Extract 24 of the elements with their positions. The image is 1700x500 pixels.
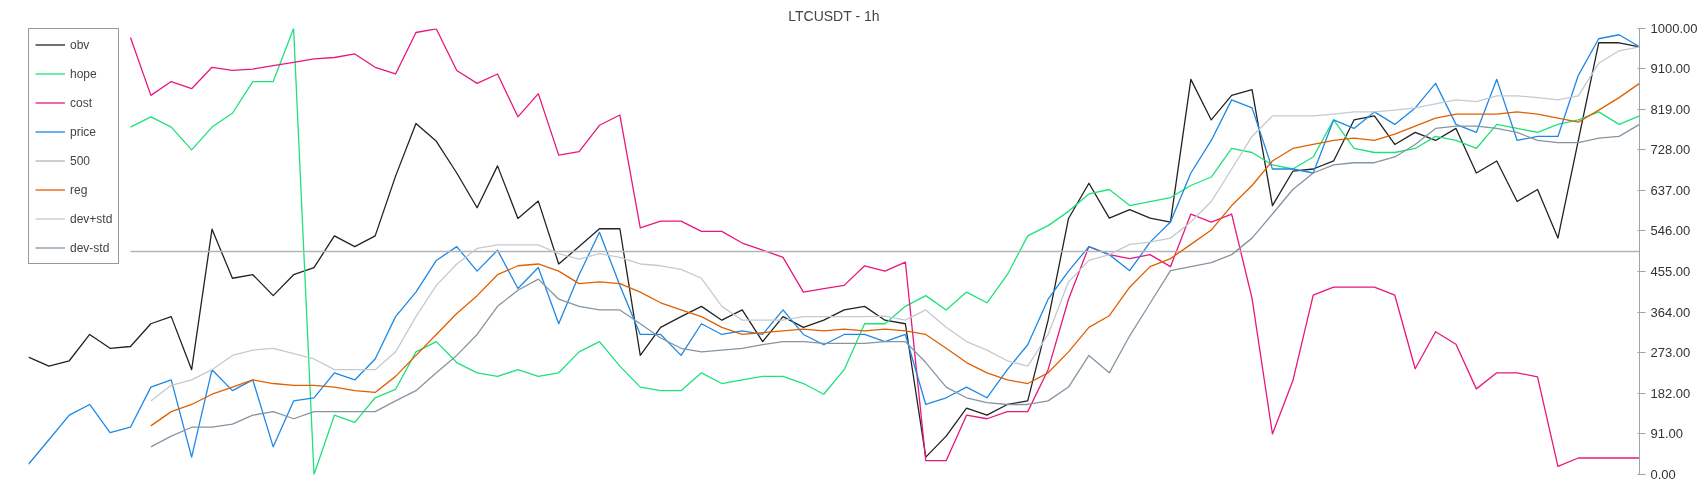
y-tick-label: 546.00	[1650, 223, 1691, 239]
y-tick-label: 1000.00	[1650, 21, 1698, 36]
y-tick-label: 910.00	[1650, 61, 1691, 77]
y-tick-label: 728.00	[1650, 142, 1691, 158]
legend-label: obv	[70, 36, 90, 54]
legend-label: dev+std	[70, 210, 113, 228]
y-tick-label: 273.00	[1650, 345, 1691, 361]
legend-label: cost	[70, 94, 93, 112]
y-tick-label: 637.00	[1650, 182, 1691, 198]
legend-label: hope	[70, 65, 97, 83]
line-series	[150, 82, 1640, 427]
line-series	[150, 46, 1640, 402]
line-series	[150, 123, 1640, 448]
legend-label: 500	[70, 152, 91, 170]
y-tick-label: 364.00	[1650, 304, 1691, 320]
y-tick-label: 91.00	[1650, 426, 1684, 442]
y-tick-label: 455.00	[1650, 264, 1691, 280]
y-tick-label: 0.00	[1650, 467, 1676, 482]
legend-label: dev-std	[70, 239, 110, 257]
y-tick-label: 819.00	[1650, 101, 1691, 117]
legend-label: price	[70, 123, 97, 141]
legend-label: reg	[70, 181, 89, 199]
chart-title: LTCUSDT - 1h	[788, 7, 880, 24]
y-tick-label: 182.00	[1650, 385, 1691, 401]
